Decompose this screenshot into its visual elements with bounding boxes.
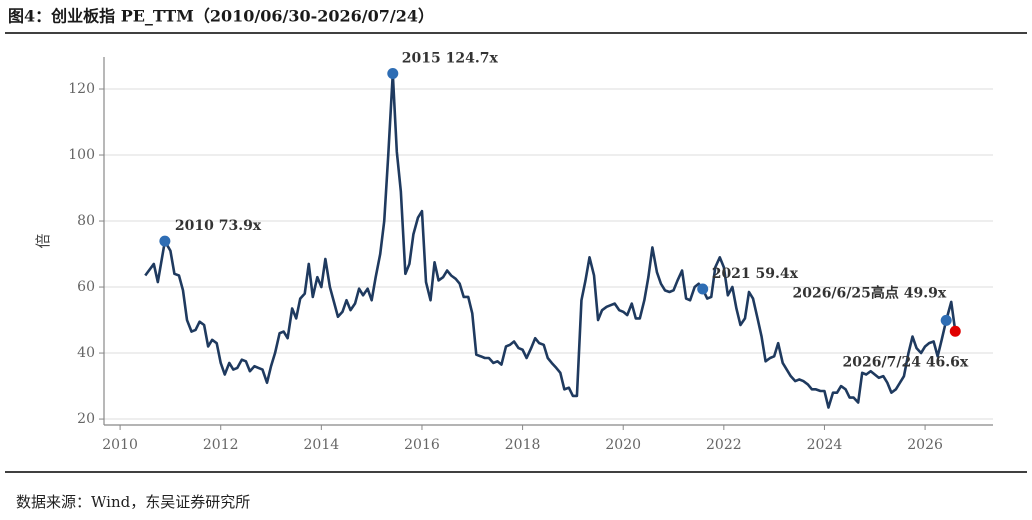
annotation: 2021 59.4x — [712, 266, 799, 282]
x-tick-label: 2010 — [102, 437, 138, 453]
line-series — [144, 72, 957, 409]
x-tick-label: 2020 — [605, 437, 641, 453]
y-axis-label: 倍 — [34, 233, 52, 248]
x-tick-label: 2022 — [706, 437, 742, 453]
x-tick-label: 2018 — [505, 437, 541, 453]
y-tick-label: 40 — [77, 345, 95, 361]
y-tick-label: 100 — [68, 147, 95, 163]
x-tick-label: 2014 — [304, 437, 340, 453]
annotation: 2026/6/25高点 49.9x — [792, 284, 946, 301]
x-tick-label: 2016 — [404, 437, 440, 453]
y-tick-label: 120 — [68, 81, 95, 97]
highlight-point — [940, 314, 952, 326]
highlight-point — [159, 235, 171, 247]
y-tick-label: 60 — [77, 279, 95, 295]
x-tick-label: 2024 — [807, 437, 843, 453]
x-tick-label: 2012 — [203, 437, 239, 453]
annotation: 2010 73.9x — [175, 218, 262, 234]
chart-title: 图4：创业板指 PE_TTM（2010/06/30-2026/07/24） — [8, 7, 434, 26]
highlight-point — [387, 68, 399, 80]
y-tick-label: 80 — [77, 213, 95, 229]
highlight-point — [949, 325, 961, 337]
annotation: 2015 124.7x — [402, 51, 499, 67]
y-tick-label: 20 — [77, 411, 95, 427]
footer: 数据来源：Wind，东吴证券研究所 — [16, 493, 250, 511]
plot: 20 40 60 80 100 120 2010 2012 2014 2016 2018 2020 20… — [68, 51, 993, 453]
x-tick-label: 2026 — [907, 437, 943, 453]
annotation: 2026/7/24 46.6x — [843, 354, 969, 370]
highlight-point — [697, 283, 709, 295]
